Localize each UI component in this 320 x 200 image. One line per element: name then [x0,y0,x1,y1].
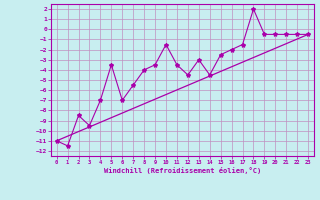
X-axis label: Windchill (Refroidissement éolien,°C): Windchill (Refroidissement éolien,°C) [104,167,261,174]
